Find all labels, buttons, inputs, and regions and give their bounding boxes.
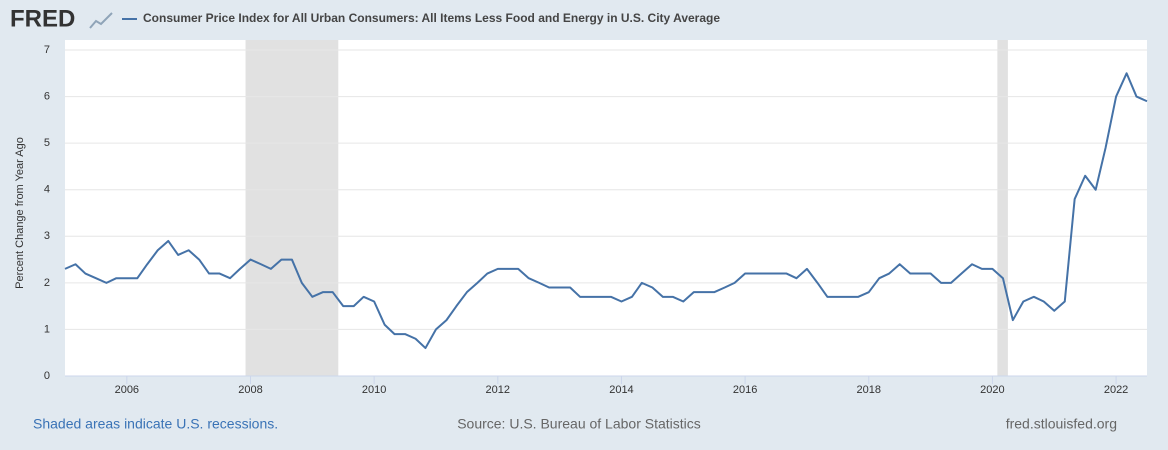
legend-label: Consumer Price Index for All Urban Consu…	[143, 11, 720, 25]
x-tick-label: 2016	[733, 384, 757, 396]
x-tick-label: 2014	[609, 384, 633, 396]
x-tick-label: 2008	[238, 384, 262, 396]
footer-source: Source: U.S. Bureau of Labor Statistics	[457, 416, 701, 432]
recession-band	[997, 40, 1008, 376]
logo: FRED	[10, 5, 75, 32]
x-tick-label: 2010	[362, 384, 386, 396]
plot-area	[65, 40, 1147, 376]
y-tick-label: 2	[44, 277, 50, 289]
y-axis-label: Percent Change from Year Ago	[14, 137, 26, 289]
y-tick-label: 1	[44, 323, 50, 335]
x-tick-label: 2012	[486, 384, 510, 396]
footer-note: Shaded areas indicate U.S. recessions.	[33, 416, 278, 432]
series-line	[64, 72, 1148, 350]
x-tick-label: 2018	[857, 384, 881, 396]
x-tick-label: 2022	[1104, 384, 1128, 396]
x-tick-label: 2020	[980, 384, 1004, 396]
y-tick-label: 0	[44, 370, 50, 382]
y-tick-label: 6	[44, 90, 50, 102]
logo-icon	[89, 12, 113, 29]
y-tick-label: 5	[44, 137, 50, 149]
y-tick-label: 7	[44, 44, 50, 56]
y-tick-label: 4	[44, 184, 50, 196]
recession-band	[245, 40, 339, 376]
y-tick-label: 3	[44, 230, 50, 242]
footer-url: fred.stlouisfed.org	[1006, 416, 1117, 432]
x-tick-label: 2006	[115, 384, 139, 396]
